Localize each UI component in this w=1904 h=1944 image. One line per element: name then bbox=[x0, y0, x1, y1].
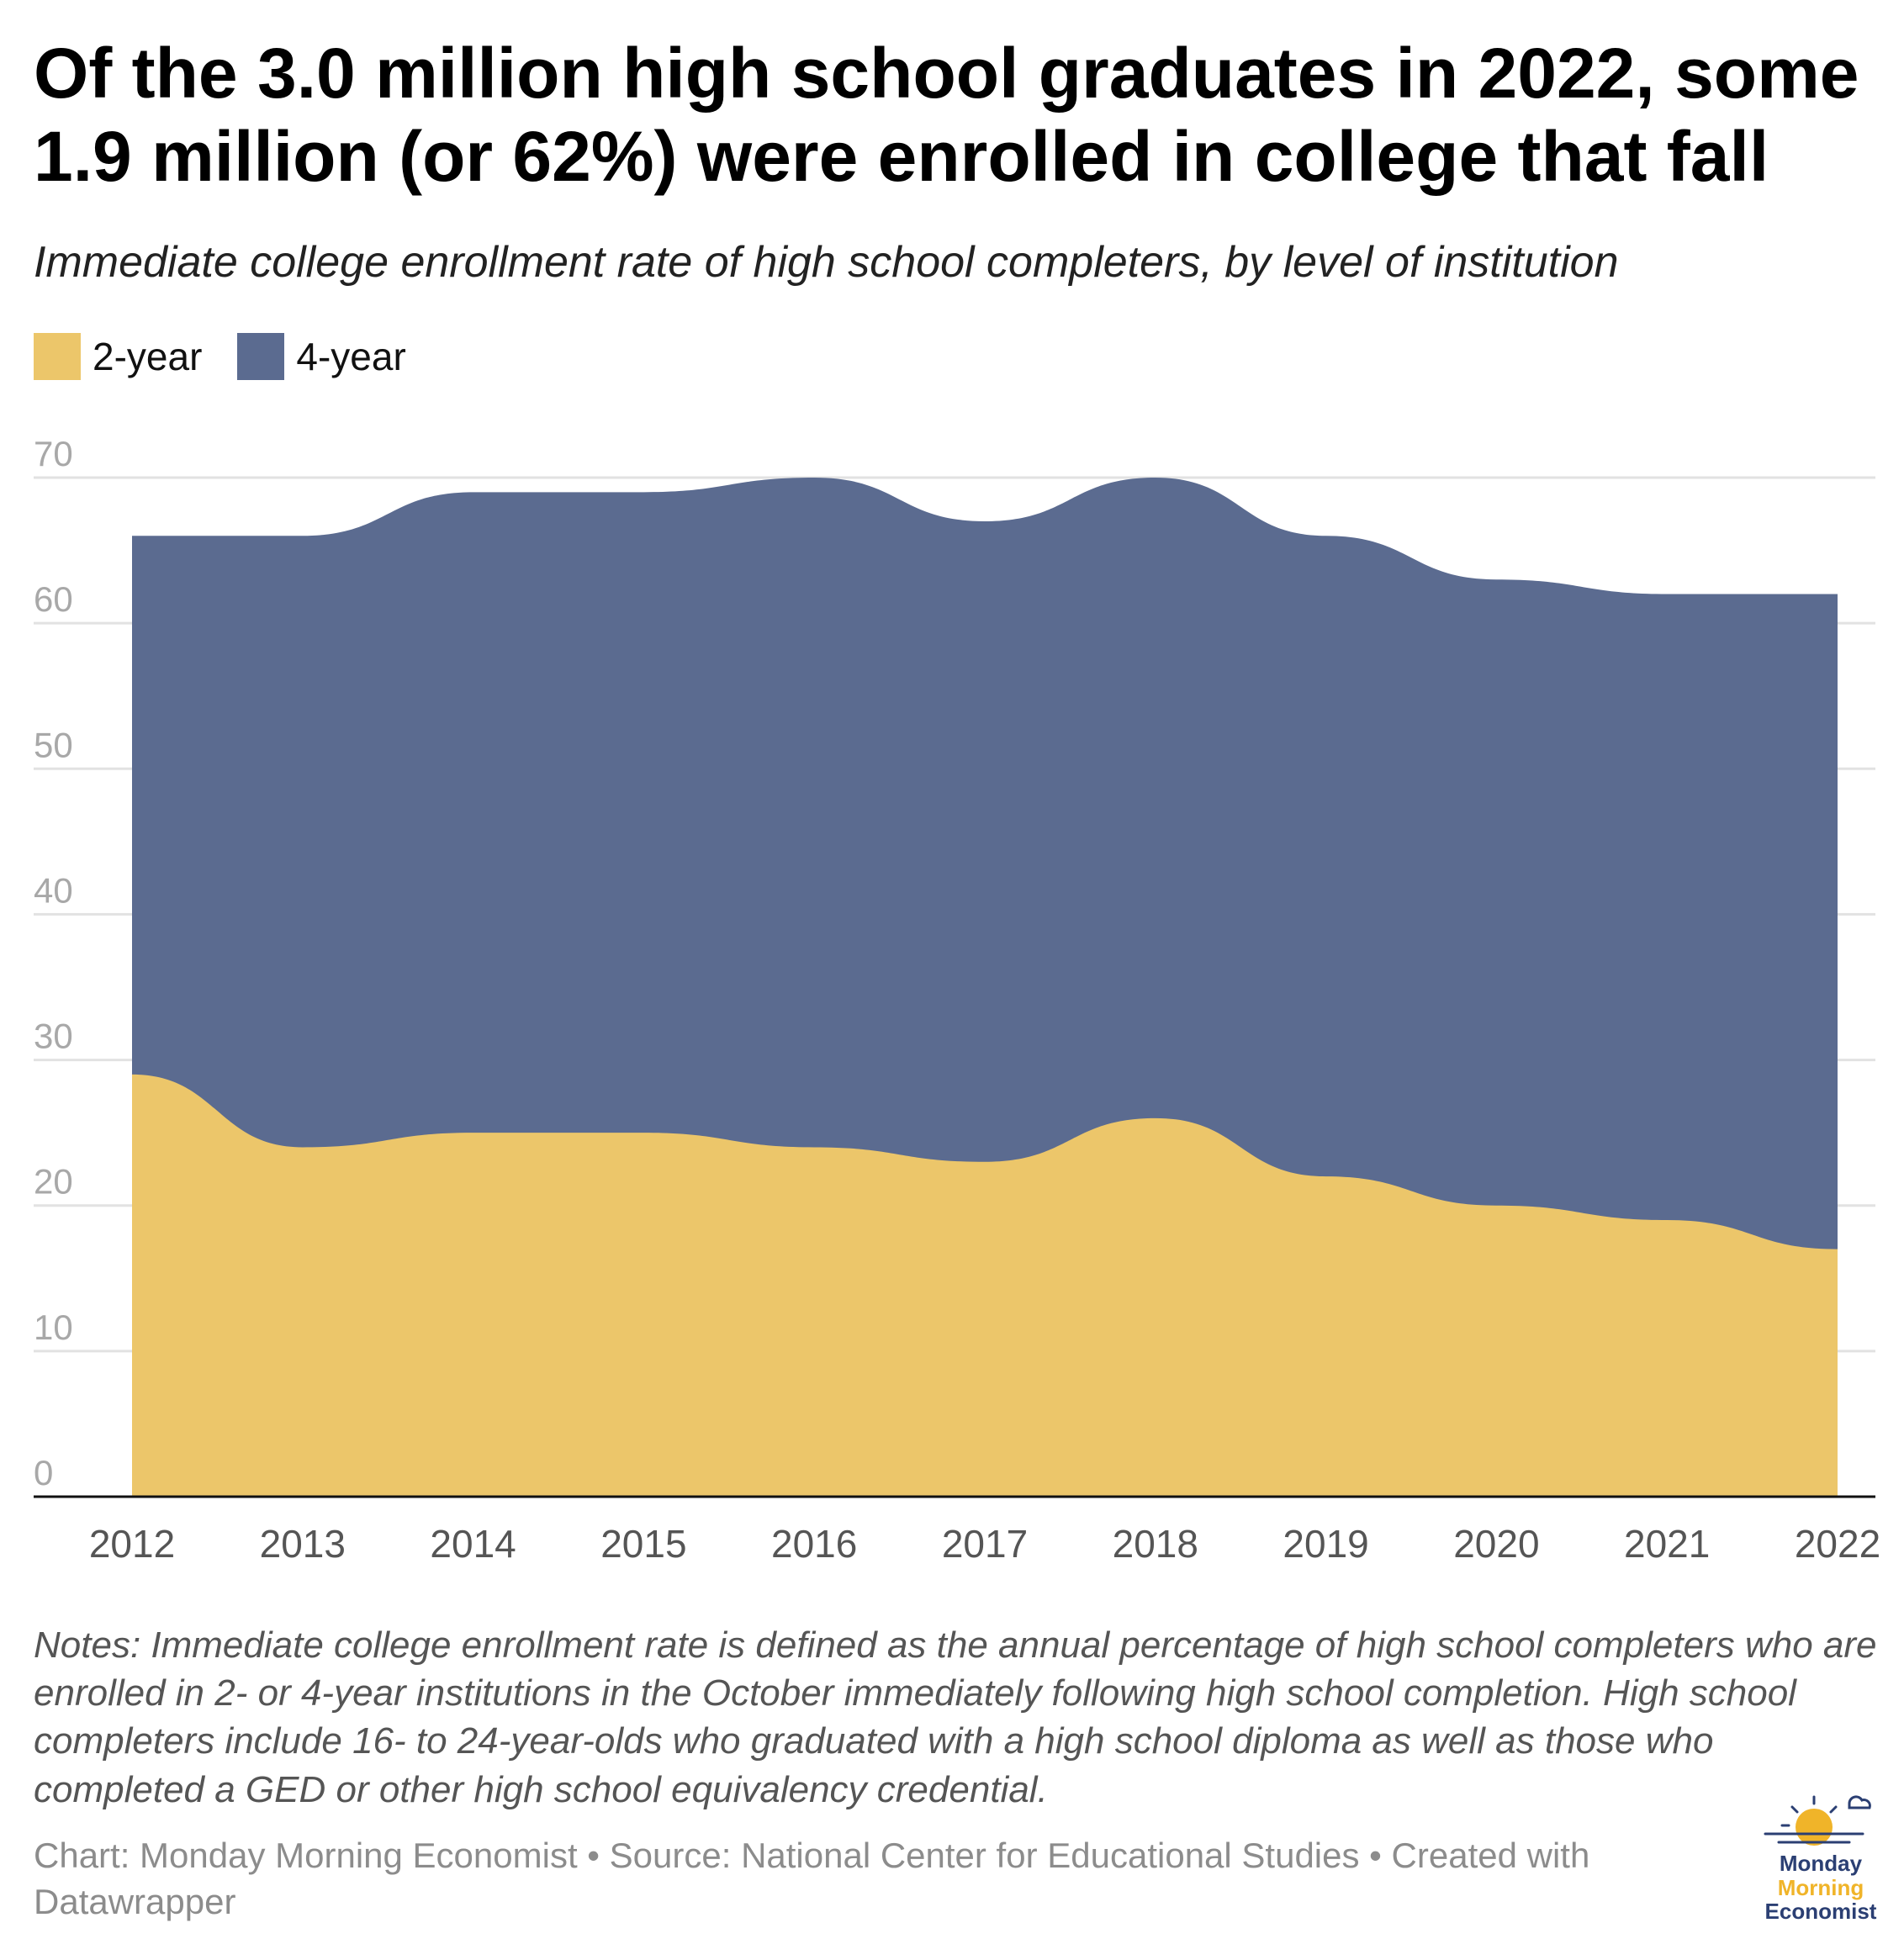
y-tick-label-30: 30 bbox=[34, 1017, 73, 1056]
x-tick-label-2022: 2022 bbox=[1795, 1522, 1880, 1566]
brand-logo: Monday Morning Economist bbox=[1762, 1787, 1880, 1930]
y-tick-label-50: 50 bbox=[34, 725, 73, 764]
chart-notes: Notes: Immediate college enrollment rate… bbox=[34, 1624, 1877, 1810]
x-tick-label-2012: 2012 bbox=[89, 1522, 175, 1566]
x-tick-label-2016: 2016 bbox=[771, 1522, 857, 1566]
legend-item-4-year: 4-year bbox=[237, 333, 406, 380]
chart-subtitle: Immediate college enrollment rate of hig… bbox=[34, 238, 1619, 287]
legend-item-2-year: 2-year bbox=[34, 333, 202, 380]
y-tick-label-40: 40 bbox=[34, 870, 73, 910]
area-chart: 0 10 20 30 40 50 60 70 2012 2013 2014 2015 2016 2017… bbox=[34, 434, 1880, 1566]
x-tick-label-2015: 2015 bbox=[600, 1522, 686, 1566]
x-tick-label-2021: 2021 bbox=[1624, 1522, 1710, 1566]
y-axis-ticks: 0 10 20 30 40 50 60 70 bbox=[34, 434, 73, 1492]
logo-line-2: Morning bbox=[1777, 1874, 1864, 1900]
x-tick-label-2014: 2014 bbox=[430, 1522, 516, 1566]
legend: 2-year 4-year bbox=[34, 333, 442, 380]
legend-label-4-year: 4-year bbox=[296, 335, 406, 378]
logo-line-1: Monday bbox=[1779, 1851, 1863, 1876]
x-tick-label-2017: 2017 bbox=[942, 1522, 1028, 1566]
y-tick-label-20: 20 bbox=[34, 1162, 73, 1202]
sun-icon bbox=[1764, 1795, 1871, 1846]
y-tick-label-70: 70 bbox=[34, 434, 73, 473]
y-tick-label-60: 60 bbox=[34, 579, 73, 619]
y-tick-label-0: 0 bbox=[34, 1453, 53, 1492]
legend-label-2-year: 2-year bbox=[93, 335, 203, 378]
x-tick-label-2019: 2019 bbox=[1283, 1522, 1368, 1566]
legend-swatch-2-year bbox=[34, 333, 81, 380]
chart-credit: Chart: Monday Morning Economist • Source… bbox=[34, 1836, 1590, 1921]
chart-areas bbox=[132, 478, 1838, 1497]
y-tick-label-10: 10 bbox=[34, 1307, 73, 1347]
logo-line-3: Economist bbox=[1764, 1899, 1877, 1925]
legend-swatch-4-year bbox=[237, 333, 285, 380]
x-tick-label-2013: 2013 bbox=[260, 1522, 346, 1566]
area-2-year bbox=[132, 1074, 1838, 1497]
x-tick-label-2018: 2018 bbox=[1113, 1522, 1198, 1566]
x-tick-label-2020: 2020 bbox=[1453, 1522, 1539, 1566]
chart-title: Of the 3.0 million high school graduates… bbox=[34, 34, 1859, 197]
x-axis-ticks: 2012 2013 2014 2015 2016 2017 2018 2019 2020 2021… bbox=[89, 1522, 1880, 1566]
